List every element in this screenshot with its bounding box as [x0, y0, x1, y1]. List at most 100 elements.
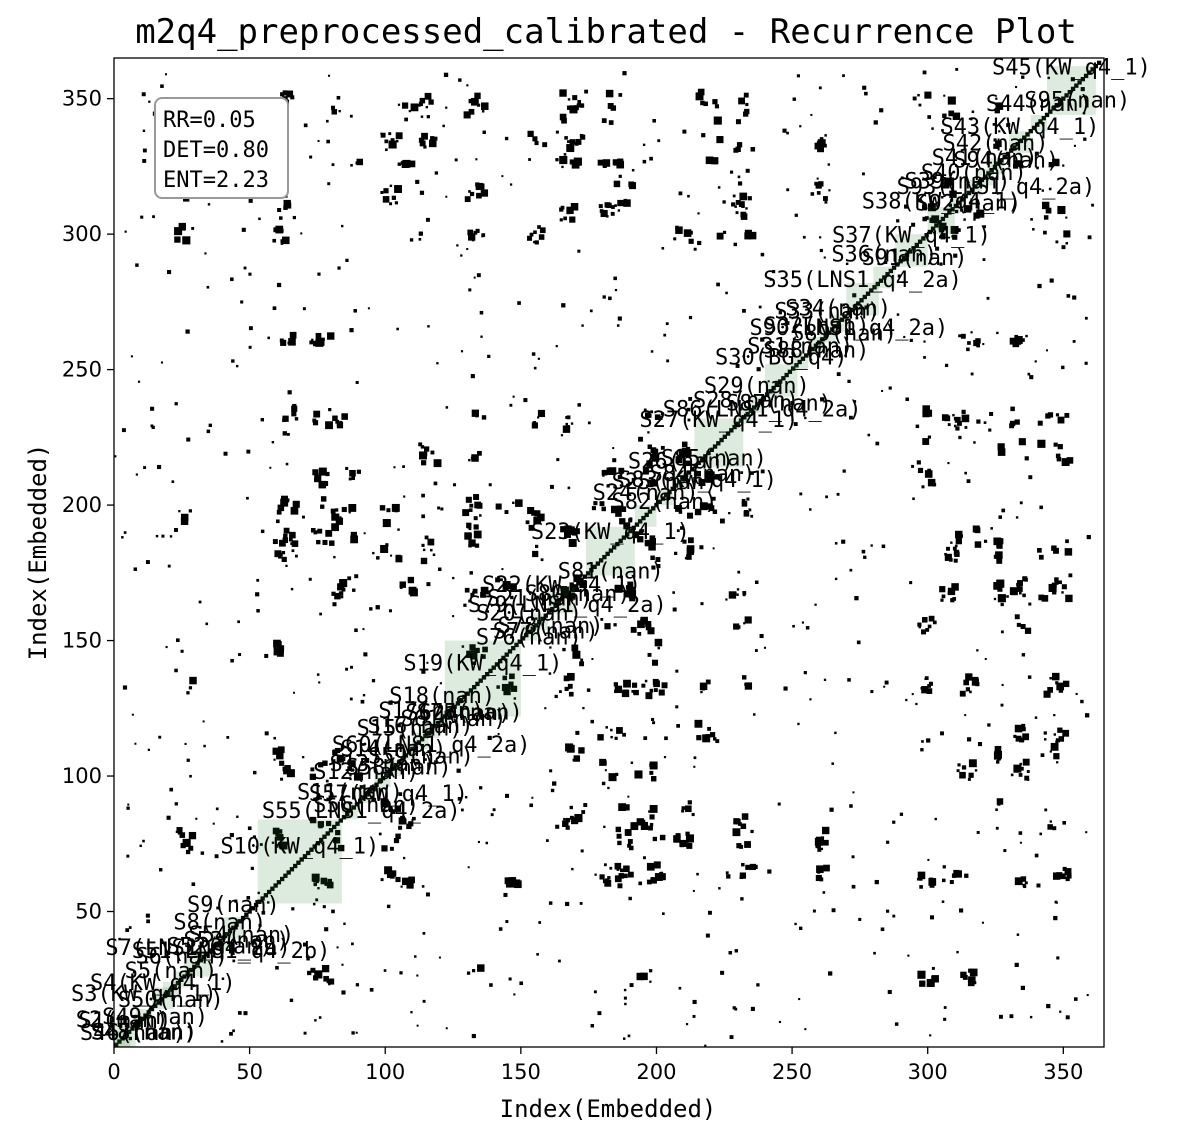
recurrence-point: [398, 825, 403, 830]
recurrence-point: [823, 678, 827, 681]
recurrence-point: [607, 876, 611, 880]
recurrence-point: [286, 769, 295, 778]
recurrence-point: [380, 544, 389, 554]
recurrence-point: [572, 650, 581, 659]
recurrence-point: [608, 120, 614, 125]
recurrence-point: [924, 676, 929, 680]
recurrence-point: [351, 805, 356, 810]
recurrence-point: [400, 815, 405, 821]
recurrence-point: [921, 686, 929, 694]
recurrence-point: [995, 808, 998, 812]
segment-box: [401, 743, 418, 760]
recurrence-point: [998, 515, 1002, 519]
recurrence-point: [693, 756, 697, 760]
recurrence-point: [349, 760, 356, 767]
recurrence-point: [968, 759, 977, 768]
recurrence-point: [313, 340, 319, 347]
recurrence-point: [892, 820, 896, 824]
y-tick-label: 150: [62, 629, 102, 653]
recurrence-point: [475, 681, 480, 687]
segment-label: S23(KW_q4_1): [531, 520, 690, 545]
recurrence-point: [1053, 915, 1058, 921]
recurrence-point: [563, 153, 567, 156]
recurrence-point: [778, 1020, 782, 1024]
recurrence-point: [440, 507, 444, 511]
recurrence-point: [610, 211, 615, 216]
recurrence-point: [468, 599, 472, 603]
recurrence-point: [611, 545, 617, 550]
recurrence-point: [915, 424, 920, 429]
recurrence-point: [716, 441, 721, 446]
recurrence-point: [922, 216, 927, 222]
recurrence-point: [540, 558, 544, 562]
recurrence-point: [647, 479, 652, 483]
recurrence-point: [471, 238, 475, 242]
recurrence-point: [153, 1003, 158, 1008]
recurrence-point: [280, 242, 284, 245]
recurrence-point: [328, 828, 334, 833]
recurrence-point: [678, 986, 682, 990]
recurrence-point: [208, 948, 213, 953]
recurrence-point: [745, 864, 751, 870]
recurrence-point: [737, 181, 743, 186]
recurrence-point: [673, 237, 677, 241]
recurrence-point: [411, 819, 414, 822]
recurrence-point: [971, 110, 975, 114]
recurrence-point: [182, 974, 187, 979]
recurrence-point: [566, 144, 575, 153]
recurrence-point: [742, 591, 747, 595]
recurrence-point: [675, 505, 682, 512]
recurrence-point: [847, 379, 851, 384]
recurrence-point: [874, 879, 879, 885]
recurrence-point: [422, 451, 428, 457]
recurrence-point: [477, 450, 482, 456]
recurrence-point: [1001, 683, 1004, 687]
recurrence-point: [281, 556, 287, 563]
recurrence-point: [760, 337, 765, 342]
recurrence-point: [790, 366, 796, 371]
recurrence-point: [681, 806, 686, 810]
recurrence-point: [421, 885, 425, 888]
recurrence-point: [886, 909, 890, 913]
recurrence-point: [998, 130, 1001, 133]
recurrence-point: [466, 650, 474, 658]
recurrence-point: [310, 967, 316, 973]
recurrence-point: [569, 208, 573, 211]
segment-boxes: [114, 66, 1096, 1048]
recurrence-point: [947, 210, 952, 215]
recurrence-point: [141, 92, 146, 97]
recurrence-point: [873, 120, 878, 125]
recurrence-point: [498, 927, 503, 931]
recurrence-point: [474, 92, 481, 99]
recurrence-point: [312, 844, 317, 849]
recurrence-point: [452, 615, 455, 618]
recurrence-point: [1017, 586, 1023, 592]
y-tick-label: 200: [62, 493, 102, 517]
recurrence-point: [430, 548, 433, 552]
recurrence-point: [928, 615, 935, 622]
recurrence-point: [468, 508, 473, 512]
recurrence-point: [735, 364, 740, 368]
recurrence-point: [136, 1019, 142, 1025]
recurrence-point: [836, 492, 840, 496]
recurrence-point: [614, 587, 618, 590]
recurrence-point: [883, 685, 886, 688]
recurrence-point: [742, 675, 747, 680]
segment-label: S3(KW_q4_1): [71, 982, 217, 1007]
recurrence-point: [974, 769, 978, 772]
recurrence-point: [657, 139, 661, 143]
recurrence-point: [471, 454, 479, 462]
segment-box: [965, 179, 982, 197]
recurrence-point: [393, 763, 399, 768]
recurrence-point: [334, 508, 339, 512]
recurrence-point: [132, 971, 135, 974]
segment-label: S82(nan): [611, 490, 717, 515]
recurrence-point: [922, 438, 930, 445]
recurrence-point: [255, 845, 259, 849]
recurrence-point: [619, 518, 626, 525]
recurrence-point: [318, 823, 323, 829]
recurrence-point: [995, 102, 1004, 110]
recurrence-point: [1010, 406, 1015, 412]
recurrence-point: [699, 682, 708, 691]
